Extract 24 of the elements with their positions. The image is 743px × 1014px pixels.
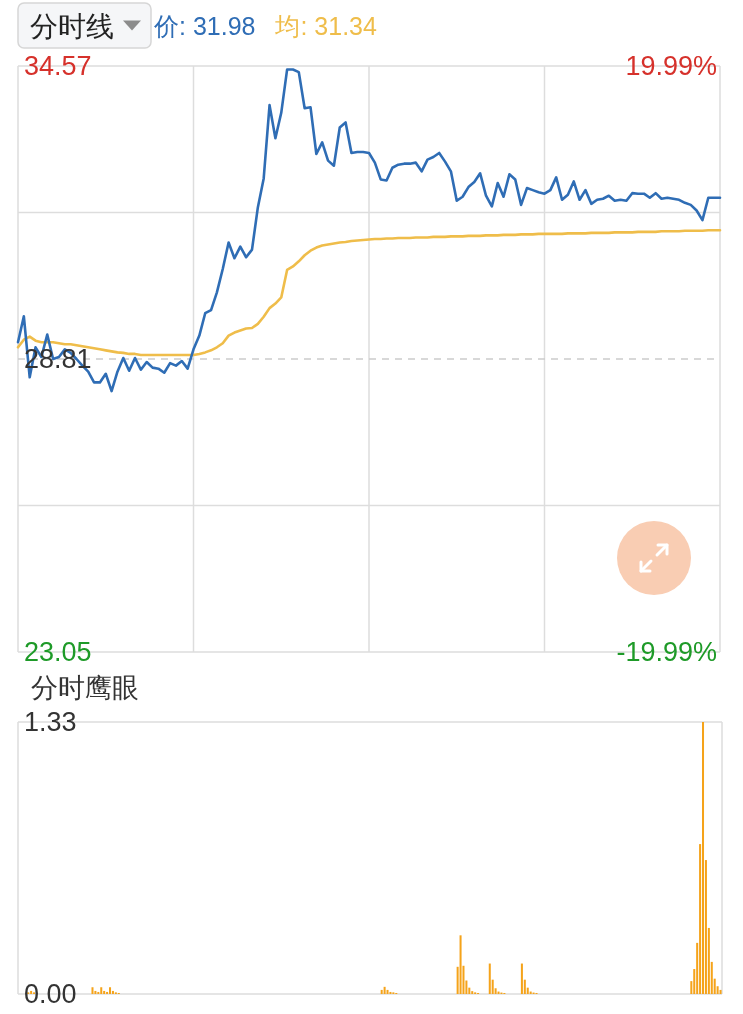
bar — [459, 935, 462, 994]
legend: 价: 31.98 均: 31.34 — [154, 12, 377, 40]
bar — [520, 963, 523, 994]
chart-title: 分时线 — [30, 11, 114, 42]
y2-tick-label: 19.99% — [625, 51, 717, 82]
bar — [702, 722, 705, 994]
y2-tick-label: -19.99% — [616, 637, 717, 668]
bar — [719, 989, 722, 994]
bar — [488, 963, 491, 994]
bar — [106, 991, 109, 994]
bar — [100, 987, 103, 994]
bar — [103, 990, 106, 994]
bar — [94, 990, 97, 994]
y-tick-label: 1.33 — [24, 707, 77, 738]
bar — [386, 989, 389, 994]
bar — [383, 986, 386, 994]
bar — [91, 987, 94, 994]
bar — [109, 987, 112, 994]
bar — [97, 991, 100, 994]
y-tick-label: 34.57 — [24, 51, 92, 82]
chart-title: 分时鹰眼 — [31, 673, 139, 703]
y-tick-label: 0.00 — [24, 979, 77, 1010]
y-tick-label: 23.05 — [24, 637, 92, 668]
bar — [380, 989, 383, 994]
